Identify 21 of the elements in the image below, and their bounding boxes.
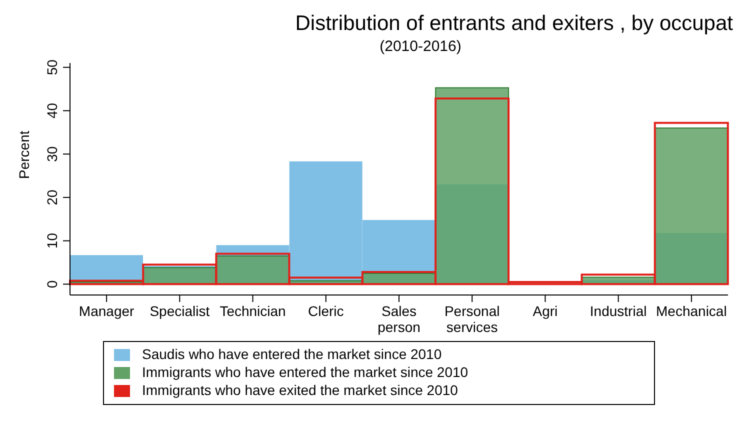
x-tick-label: Technician <box>220 303 286 319</box>
y-tick-label: 50 <box>44 59 60 76</box>
y-tick-label: 20 <box>44 189 60 206</box>
x-tick-label: Industrial <box>590 303 647 319</box>
y-tick-label: 0 <box>44 280 60 288</box>
x-tick-label: Manager <box>78 303 135 319</box>
y-axis-title: Percent <box>16 130 32 179</box>
x-tick-label: Personal services <box>444 303 500 335</box>
x-tick-label: Specialist <box>150 303 210 319</box>
legend-label: Immigrants who have exited the market since 2010 <box>142 382 458 398</box>
chart-subtitle: (2010-2016) <box>378 38 462 55</box>
legend-label: Immigrants who have entered the market since 2010 <box>142 364 468 380</box>
y-tick-label: 40 <box>44 102 60 118</box>
y-tick-label: 30 <box>44 146 60 162</box>
x-tick-label: Cleric <box>308 303 344 319</box>
y-tick-label: 10 <box>44 232 60 249</box>
x-tick-label: Sales person <box>378 303 420 335</box>
x-tick-label: Agri <box>532 303 558 319</box>
chart-title: Distribution of entrants and exiters , by occupat <box>294 11 733 36</box>
x-tick-label: Mechanical <box>656 303 727 319</box>
legend-label: Saudis who have entered the market since 2010 <box>142 346 442 362</box>
